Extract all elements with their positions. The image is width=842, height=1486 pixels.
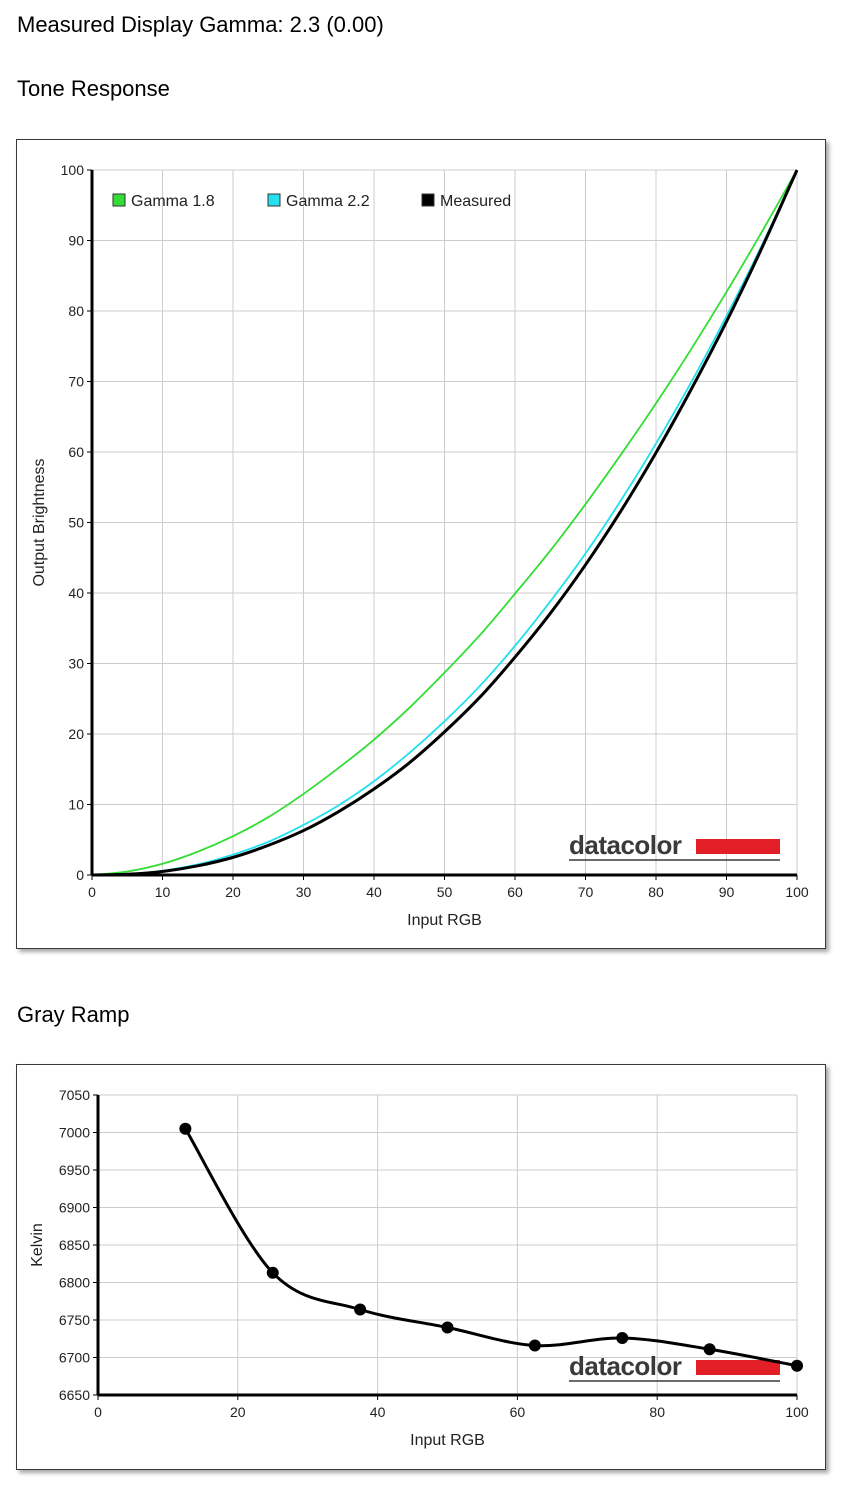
datacolor-logo-bar — [696, 839, 780, 854]
x-tick-label: 40 — [366, 884, 382, 900]
y-tick-label: 50 — [68, 515, 84, 531]
y-tick-label: 6700 — [59, 1350, 90, 1366]
x-tick-label: 70 — [578, 884, 594, 900]
series-line-2 — [91, 169, 799, 877]
data-point — [179, 1122, 192, 1135]
x-tick-label: 60 — [507, 884, 523, 900]
tone-response-heading: Tone Response — [17, 76, 170, 101]
gray-ramp-heading: Gray Ramp — [17, 1002, 130, 1027]
datacolor-logo-text: datacolor — [569, 830, 682, 860]
legend-item: Gamma 2.2 — [267, 193, 370, 210]
x-tick-label: 90 — [719, 884, 735, 900]
gray-ramp-chart: 0 20 40 60 80 100 6650 6700 6750 6800 6850 6900 6950… — [29, 1087, 809, 1449]
y-tick-label: 0 — [76, 867, 84, 883]
x-tick-label: 40 — [370, 1404, 386, 1420]
tone-response-chart: 0 10 20 30 40 50 60 70 80 90 100 0 10 20 30 40 50 60 70 80 9… — [31, 162, 809, 929]
legend-swatch — [421, 193, 435, 207]
datacolor-logo-text: datacolor — [569, 1351, 682, 1381]
measured-gamma-text: Measured Display Gamma: 2.3 (0.00) — [17, 12, 384, 37]
y-tick-label: 6750 — [59, 1312, 90, 1328]
x-tick-label: 100 — [785, 884, 809, 900]
y-tick-label: 6650 — [59, 1387, 90, 1403]
tone-response-chart-panel: 0 10 20 30 40 50 60 70 80 90 100 0 10 20 30 40 50 60 70 80 9… — [16, 139, 826, 949]
datacolor-logo: datacolor — [569, 1351, 780, 1382]
legend-swatch — [267, 193, 281, 207]
y-tick-label: 40 — [68, 585, 84, 601]
y-tick-label: 6950 — [59, 1162, 90, 1178]
legend-item: Measured — [421, 193, 511, 210]
data-point — [616, 1332, 629, 1344]
x-axis-label: Input RGB — [407, 912, 482, 929]
y-tick-label: 60 — [68, 444, 84, 460]
y-tick-label: 70 — [68, 374, 84, 390]
x-tick-label: 50 — [437, 884, 453, 900]
y-tick-label: 6900 — [59, 1200, 90, 1216]
y-tick-label: 10 — [68, 797, 84, 813]
y-tick-label: 90 — [68, 233, 84, 249]
x-tick-label: 80 — [648, 884, 664, 900]
series-line-1 — [91, 169, 798, 876]
legend-swatch — [112, 193, 126, 207]
x-tick-label: 20 — [230, 1404, 246, 1420]
y-tick-label: 6800 — [59, 1275, 90, 1291]
data-point — [354, 1303, 367, 1316]
series-line-0 — [91, 169, 798, 876]
y-tick-label: 7050 — [59, 1087, 90, 1103]
x-tick-label: 0 — [88, 884, 96, 900]
legend-label: Gamma 1.8 — [131, 193, 215, 210]
data-point — [266, 1266, 279, 1279]
y-tick-label: 6850 — [59, 1237, 90, 1253]
y-axis-label: Output Brightness — [31, 458, 48, 586]
legend: Gamma 1.8 Gamma 2.2 Measured — [112, 193, 511, 210]
x-tick-label: 100 — [785, 1404, 809, 1420]
x-tick-label: 30 — [296, 884, 312, 900]
data-point — [528, 1339, 541, 1352]
x-tick-label: 0 — [94, 1404, 102, 1420]
x-tick-label: 10 — [155, 884, 171, 900]
gray-ramp-chart-panel: 0 20 40 60 80 100 6650 6700 6750 6800 6850 6900 6950… — [16, 1064, 826, 1470]
y-tick-label: 30 — [68, 656, 84, 672]
legend-label: Measured — [440, 193, 511, 210]
y-tick-label: 100 — [61, 162, 85, 178]
y-axis-label: Kelvin — [29, 1223, 46, 1267]
x-tick-label: 60 — [510, 1404, 526, 1420]
y-tick-label: 20 — [68, 726, 84, 742]
grid-lines — [97, 1094, 798, 1396]
x-axis-label: Input RGB — [410, 1432, 485, 1449]
data-point — [791, 1359, 803, 1372]
y-tick-label: 80 — [68, 303, 84, 319]
grid-lines — [91, 169, 798, 876]
data-point — [703, 1343, 716, 1356]
data-point — [441, 1321, 454, 1334]
y-tick-label: 7000 — [59, 1125, 90, 1141]
legend-item: Gamma 1.8 — [112, 193, 215, 210]
datacolor-logo-bar — [696, 1360, 780, 1375]
legend-label: Gamma 2.2 — [286, 193, 370, 210]
series-line-0 — [184, 1127, 798, 1368]
x-tick-label: 80 — [649, 1404, 665, 1420]
x-tick-label: 20 — [225, 884, 241, 900]
datacolor-logo: datacolor — [569, 830, 780, 861]
